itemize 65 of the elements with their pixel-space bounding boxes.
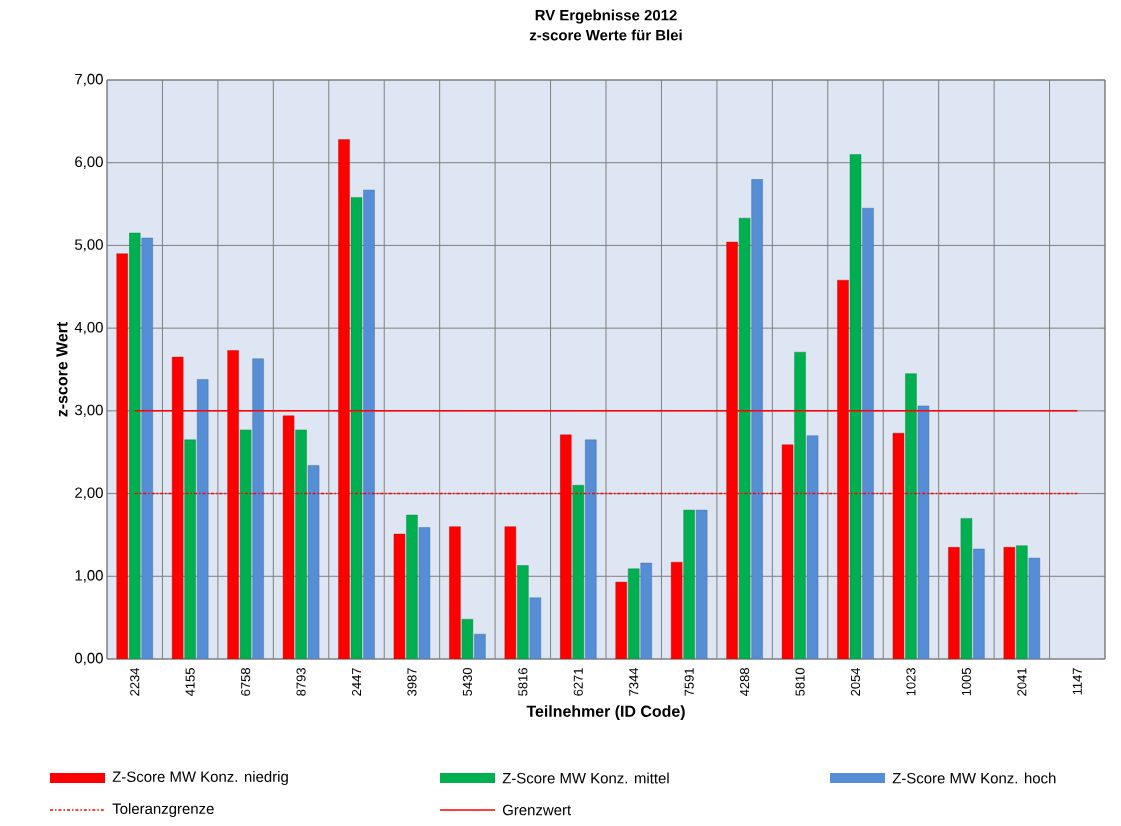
bar — [184, 439, 196, 659]
x-tick-label: 2041 — [1017, 668, 1027, 696]
bar — [572, 485, 584, 659]
y-tick-label: 2,00 — [75, 487, 103, 500]
bar — [129, 232, 141, 659]
bar — [350, 197, 363, 659]
bar — [239, 429, 252, 659]
x-tick-label: 6271 — [573, 668, 583, 696]
y-tick-label: 5,00 — [74, 239, 103, 252]
x-tick-label: 6758 — [241, 668, 251, 696]
bar — [1016, 545, 1028, 659]
y-tick-label: 7,00 — [75, 73, 103, 87]
y-tick-label: 1,00 — [75, 570, 103, 583]
bar — [738, 217, 751, 659]
bar — [196, 379, 209, 659]
y-tick-label: 4,00 — [74, 321, 103, 335]
legend-label: Z-Score MW Konz. mittel — [502, 772, 669, 784]
y-axis-title: z-score Wert — [56, 322, 68, 417]
bar — [461, 619, 474, 659]
bar — [695, 509, 708, 659]
x-tick-label: 4155 — [185, 668, 195, 697]
legend-label: Z-Score MW Konz. hoch — [892, 772, 1056, 784]
bar — [905, 373, 917, 659]
bar — [960, 518, 973, 659]
bar — [751, 179, 763, 659]
legend-label: Z-Score MW Konz. niedrig — [112, 771, 288, 785]
bar — [585, 439, 597, 659]
bar — [1003, 547, 1016, 659]
bar — [683, 509, 695, 659]
x-tick-label: 5810 — [795, 668, 805, 696]
x-axis-title: Teilnehmer (ID Code) — [526, 705, 685, 721]
legend-label: Toleranzgrenze — [112, 803, 214, 817]
x-tick-label: 5816 — [518, 668, 528, 696]
bar — [449, 526, 461, 659]
bar — [363, 189, 375, 659]
bar — [504, 526, 517, 659]
legend-label: Grenzwert — [502, 804, 572, 816]
x-tick-label: 2234 — [130, 667, 140, 696]
chart-subtitle: z-score Werte für Blei — [529, 29, 682, 41]
chart-title: RV Ergebnisse 2012 — [535, 9, 677, 24]
bar — [116, 253, 128, 659]
x-tick-label: 1023 — [906, 668, 916, 696]
y-tick-label: 0,00 — [74, 652, 103, 666]
x-tick-label: 7344 — [629, 667, 639, 696]
bar — [849, 154, 862, 659]
x-tick-label: 8793 — [296, 668, 306, 696]
bar — [517, 565, 529, 659]
x-tick-label: 1147 — [1072, 668, 1082, 695]
bar — [948, 547, 960, 659]
x-tick-label: 7591 — [684, 668, 694, 696]
x-tick-label: 2447 — [351, 668, 362, 696]
y-tick-label: 6,00 — [75, 156, 103, 169]
bar — [141, 237, 153, 659]
bar — [794, 351, 806, 659]
x-tick-label: 3987 — [407, 668, 417, 696]
x-tick-label: 4288 — [740, 668, 750, 697]
bar — [406, 514, 418, 659]
y-tick-label: 3,00 — [74, 404, 103, 418]
bar — [295, 429, 307, 659]
x-tick-label: 1005 — [961, 668, 971, 696]
x-tick-label: 2054 — [850, 667, 861, 696]
bar — [252, 358, 264, 659]
x-tick-label: 5430 — [462, 668, 472, 696]
bar — [862, 208, 874, 659]
bar — [628, 568, 640, 659]
